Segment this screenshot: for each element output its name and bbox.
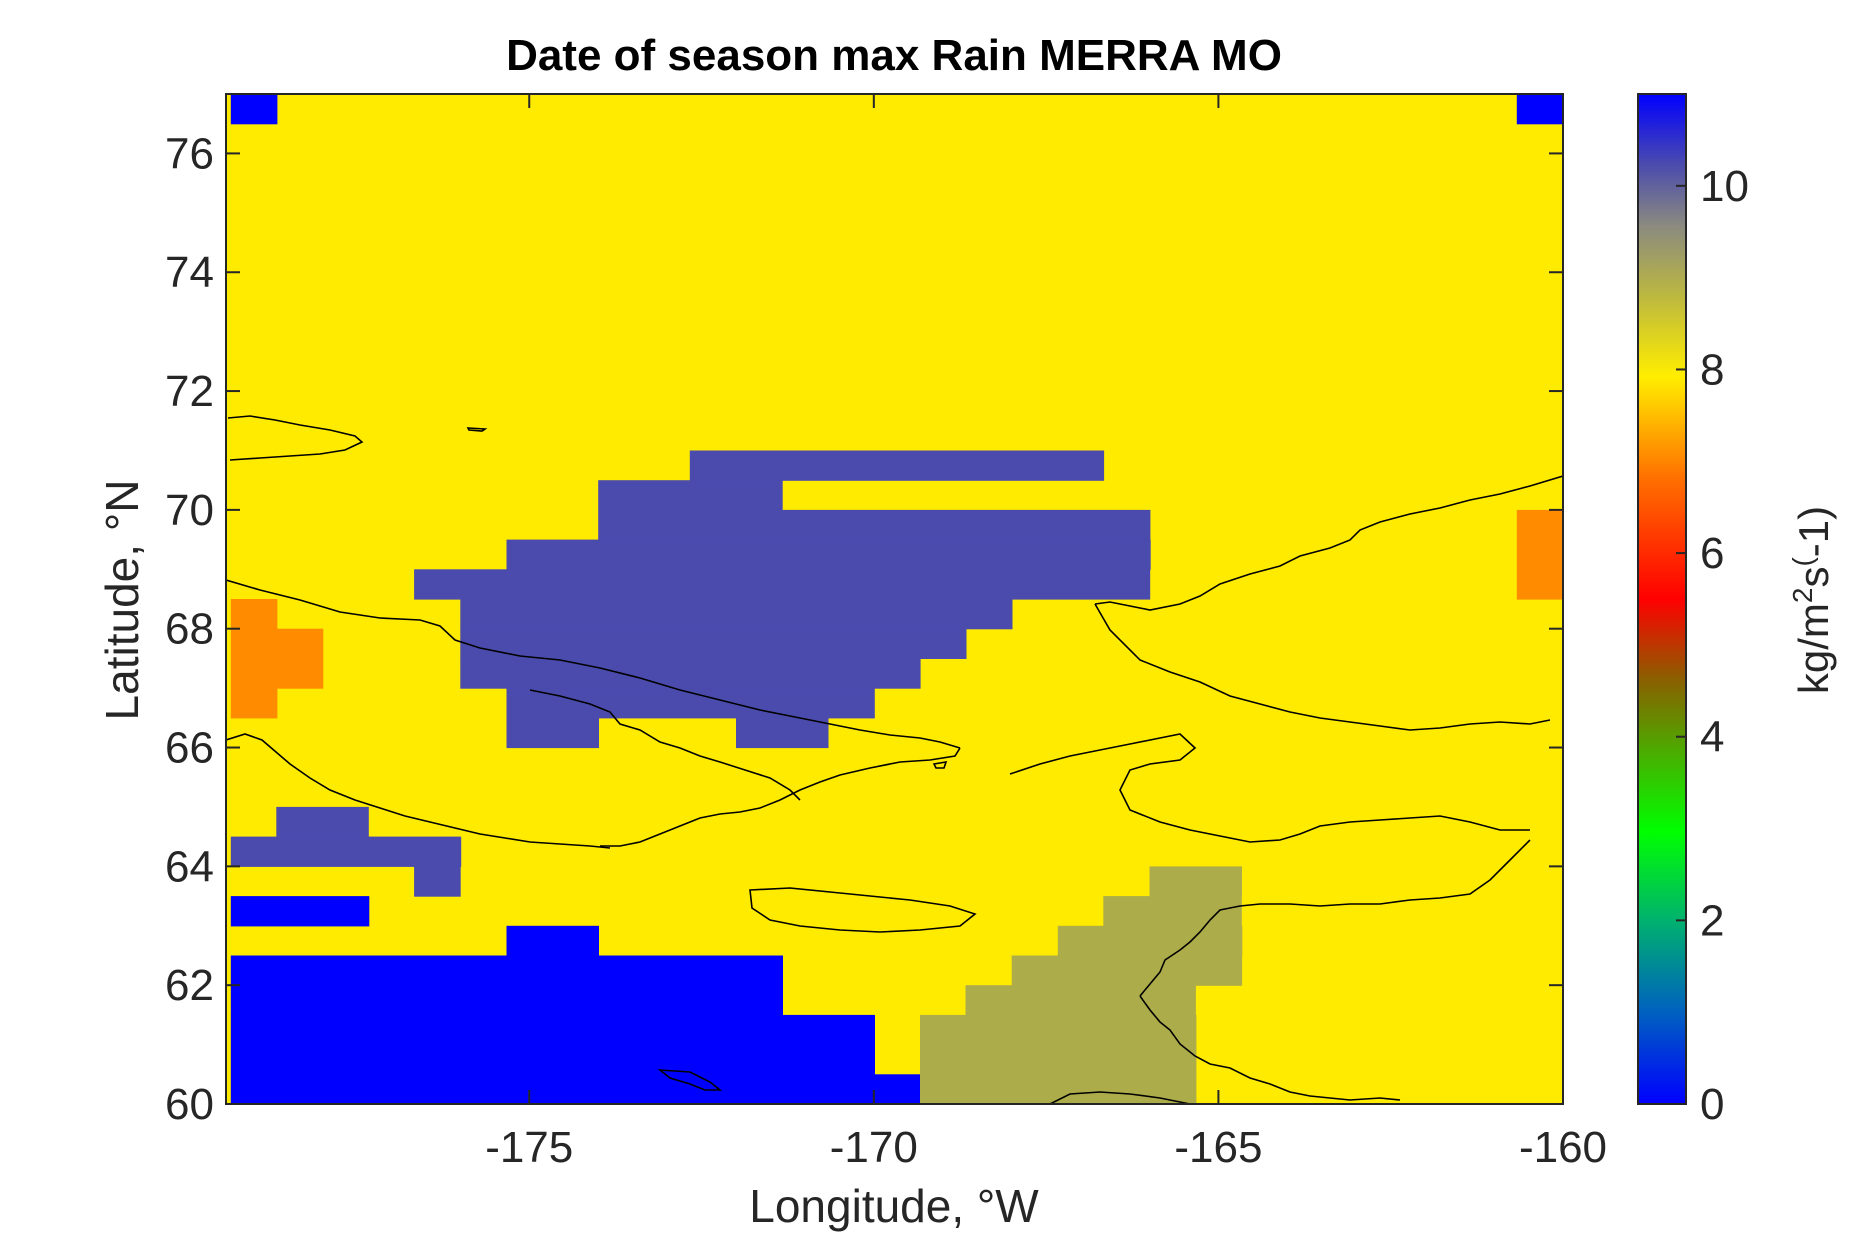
heatmap-cell-run bbox=[230, 94, 278, 125]
heatmap-cell-run bbox=[1516, 509, 1563, 541]
coastline-yukon-delta bbox=[1139, 995, 1401, 1101]
heatmap-cell-run bbox=[230, 1074, 921, 1104]
heatmap-cell-run bbox=[736, 717, 829, 749]
coastlines bbox=[226, 415, 1563, 1104]
heatmap-cell-run bbox=[230, 599, 278, 630]
coastline-islet bbox=[466, 427, 488, 432]
coastline-anadyr-gulf bbox=[529, 689, 801, 801]
plot-area bbox=[225, 93, 1564, 1105]
y-tick-label: 70 bbox=[165, 486, 214, 535]
y-tick-label: 60 bbox=[165, 1080, 214, 1129]
heatmap-cell-run bbox=[598, 480, 783, 511]
x-tick-label: -165 bbox=[1174, 1123, 1262, 1172]
colorbar-label-unit: kg/m bbox=[1790, 603, 1837, 694]
y-axis-label: Latitude, °N bbox=[96, 480, 148, 721]
heatmap-cell-run bbox=[230, 896, 370, 927]
colorbar-label-sup: 2 bbox=[1787, 588, 1818, 604]
heatmap-cell-run bbox=[276, 806, 369, 838]
chart-title: Date of season max Rain MERRA MO bbox=[506, 31, 1282, 80]
y-tick-label: 68 bbox=[165, 605, 214, 654]
x-tick-label: -170 bbox=[830, 1123, 918, 1172]
colorbar-tick-label: 4 bbox=[1700, 713, 1724, 762]
x-axis: -175 -170 -165 -160 bbox=[485, 94, 1607, 1172]
heatmap-cell-run bbox=[460, 599, 1013, 630]
heatmap-cell-run bbox=[230, 628, 324, 659]
y-tick-label: 72 bbox=[165, 367, 214, 416]
coastline-chukotka-south bbox=[226, 733, 611, 849]
colorbar-ticks: 0 2 4 6 8 10 bbox=[1676, 162, 1749, 1129]
heatmap-cell-run bbox=[689, 450, 1105, 481]
coastline-wrangel-island bbox=[227, 415, 364, 461]
colorbar-label: kg/m2s(-1) bbox=[1787, 506, 1837, 694]
colorbar-frame bbox=[1637, 93, 1687, 1105]
colorbar-tick-label: 6 bbox=[1700, 529, 1724, 578]
coastline-diomede bbox=[932, 760, 948, 769]
heatmap-cell-run bbox=[1011, 955, 1243, 986]
coastline-chukotka-east bbox=[600, 747, 961, 847]
heatmap-cell-run bbox=[506, 925, 599, 957]
colorbar-gradient bbox=[1638, 94, 1686, 1104]
colorbar-tick-label: 2 bbox=[1700, 896, 1724, 945]
y-tick-label: 76 bbox=[165, 129, 214, 178]
heatmap-cell-run bbox=[1516, 539, 1563, 570]
heatmap-cell-run bbox=[230, 955, 784, 986]
heatmap-cell-run bbox=[1516, 94, 1563, 125]
heatmap-cell-run bbox=[1516, 569, 1563, 600]
heatmap-cell-run bbox=[230, 1044, 876, 1075]
heatmap-cell-run bbox=[506, 717, 599, 749]
colorbar-tick-label: 0 bbox=[1700, 1080, 1724, 1129]
heatmap-cell-run bbox=[598, 509, 1151, 541]
colorbar-label-s: s bbox=[1790, 567, 1837, 588]
coastline-alaska-north bbox=[1094, 475, 1563, 611]
heatmap-cell-run bbox=[965, 985, 1196, 1016]
heatmap-cell-run bbox=[920, 1044, 1197, 1075]
y-tick-label: 66 bbox=[165, 724, 214, 773]
heatmap-cell-run bbox=[230, 658, 324, 689]
coastline-st-lawrence-island bbox=[749, 887, 977, 933]
coastline-norton-sound bbox=[1139, 839, 1531, 997]
heatmap-cell-run bbox=[414, 866, 461, 897]
heatmap-cell-run bbox=[230, 836, 462, 867]
heatmap-cell-run bbox=[1149, 866, 1242, 897]
x-tick-label: -175 bbox=[485, 1123, 573, 1172]
y-axis: 60 62 64 66 68 70 72 74 76 bbox=[165, 129, 1563, 1129]
heatmap-cell-run bbox=[230, 985, 784, 1016]
coastline-chukotka-north bbox=[226, 579, 961, 749]
heatmap-cell-run bbox=[920, 1014, 1197, 1046]
heatmap-cell-run bbox=[506, 539, 1151, 570]
coastline-kotzebue-sound bbox=[1094, 603, 1551, 731]
y-tick-label: 64 bbox=[165, 842, 214, 891]
heatmap-cells bbox=[230, 94, 1563, 1104]
heatmap-cell-run bbox=[230, 1014, 876, 1046]
heatmap-cell-run bbox=[460, 628, 967, 659]
heatmap-cell-run bbox=[1103, 896, 1242, 927]
coastline-nunivak bbox=[1049, 1091, 1191, 1104]
heatmap-cell-run bbox=[414, 569, 1151, 600]
plot-frame bbox=[225, 93, 1564, 1105]
colorbar-label-sup2: ( bbox=[1787, 557, 1818, 567]
heatmap-cell-run bbox=[1057, 925, 1243, 957]
coastline-seward-peninsula bbox=[1009, 733, 1530, 843]
colorbar-label-exp: -1) bbox=[1790, 506, 1837, 557]
x-axis-label: Longitude, °W bbox=[749, 1180, 1039, 1232]
y-tick-label: 74 bbox=[165, 248, 214, 297]
colorbar-tick-label: 10 bbox=[1700, 162, 1749, 211]
y-tick-label: 62 bbox=[165, 961, 214, 1010]
coastline-small-island-sw bbox=[657, 1069, 723, 1091]
x-tick-label: -160 bbox=[1519, 1123, 1607, 1172]
heatmap-cell-run bbox=[230, 688, 278, 719]
heatmap-cell-run bbox=[460, 658, 921, 689]
colorbar-tick-label: 8 bbox=[1700, 345, 1724, 394]
